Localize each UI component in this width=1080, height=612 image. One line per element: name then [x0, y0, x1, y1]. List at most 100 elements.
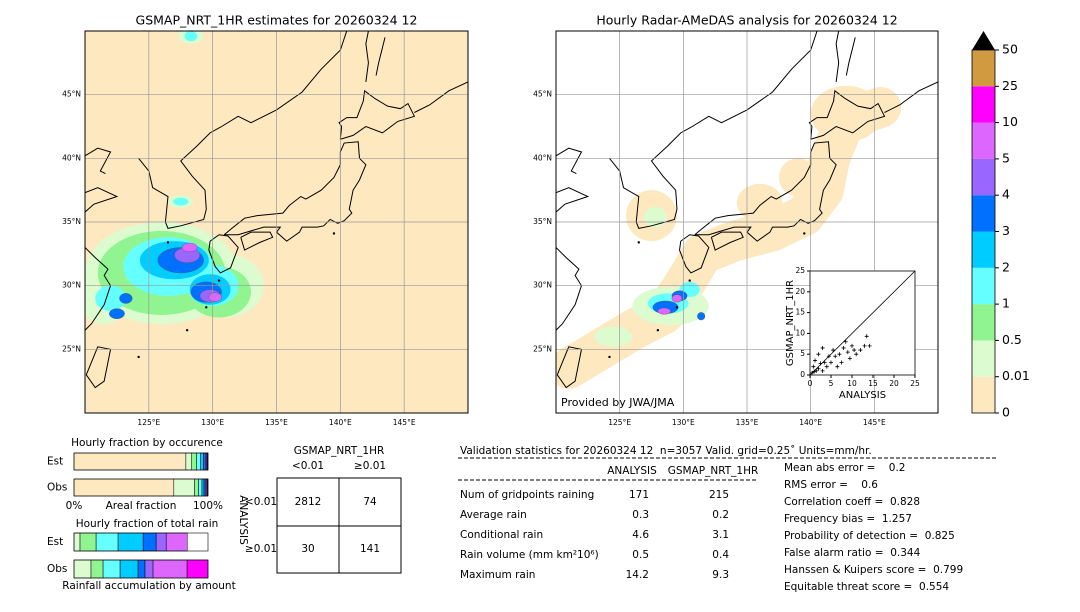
coastline: [85, 187, 119, 213]
colorbar-label: 0.5: [1002, 332, 1022, 347]
y-tick-label: 45°N: [533, 90, 552, 99]
row-frame: [73, 532, 209, 552]
colorbar-label: 5: [1002, 150, 1010, 165]
colorbar-segment: [972, 86, 995, 123]
x-tick-label: 135°E: [265, 418, 288, 427]
x-tick-label: 0: [808, 379, 813, 388]
y-tick-label: 20: [795, 287, 805, 296]
fraction-segment: [155, 532, 167, 552]
row-label: Conditional rain: [460, 529, 543, 541]
x-tick-label: 145°E: [863, 418, 886, 427]
island: [656, 329, 660, 332]
fraction-segment: [196, 452, 201, 471]
fraction-segment: [79, 532, 97, 552]
x-tick-label: 125°E: [608, 418, 631, 427]
credit: Provided by JWA/JMA: [561, 396, 675, 409]
colorbar-label: 3: [1002, 223, 1010, 238]
row-label: <0.01: [245, 496, 277, 508]
score: False alarm ratio = 0.344: [784, 547, 921, 559]
stat-value: 0.4: [712, 549, 729, 561]
y-tick-label: 5: [800, 349, 805, 358]
table-cell: 30: [301, 543, 314, 555]
stat-value: 0.3: [632, 509, 649, 521]
row-frame: [73, 559, 209, 579]
fraction-segment: [144, 559, 154, 579]
stats-header: Validation statistics for 20260324 12 n=…: [460, 445, 872, 457]
scatter-point: [829, 360, 833, 365]
y-tick-label: 35°N: [533, 217, 552, 226]
coastline: [138, 31, 348, 229]
stat-value: 4.6: [632, 529, 649, 541]
colorbar-label: 50: [1002, 42, 1018, 57]
y-tick-label: 30°N: [62, 281, 81, 290]
fraction-segment: [165, 532, 188, 552]
coastline: [556, 147, 583, 175]
column-label: GSMAP_NRT_1HR: [668, 465, 759, 477]
fraction-segment: [194, 478, 199, 497]
stat-value: 171: [629, 489, 649, 501]
x-tick-label: 25: [910, 379, 920, 388]
scatter-point: [867, 343, 872, 348]
colorbar-segment: [972, 158, 995, 196]
stat-value: 9.3: [712, 569, 729, 581]
island: [675, 306, 679, 309]
scatter-point: [858, 348, 863, 353]
rain-area: [671, 294, 683, 303]
table-cell: 141: [360, 543, 380, 555]
row-title: ANALYSIS: [237, 495, 249, 545]
row-frame: [73, 478, 209, 497]
score: Correlation coeff = 0.828: [784, 496, 920, 508]
colorbar-label: 25: [1002, 78, 1018, 93]
coastline: [85, 147, 112, 175]
coastline: [694, 141, 837, 242]
x-tick-label: 140°E: [329, 418, 352, 427]
island: [803, 232, 806, 235]
island: [217, 279, 221, 282]
column-label: ANALYSIS: [607, 465, 657, 477]
row-label: ≥0.01: [245, 543, 277, 555]
scatter-point: [831, 348, 836, 353]
score: Equitable threat score = 0.554: [784, 581, 949, 593]
rain-area: [109, 308, 125, 319]
x-tick-label: 100%: [193, 500, 223, 512]
fraction-segment: [102, 559, 121, 579]
y-tick-label: 25°N: [62, 344, 81, 353]
x-axis-label: ANALYSIS: [839, 390, 886, 401]
rain-area: [119, 293, 133, 304]
island: [185, 329, 189, 332]
colorbar-label: 2: [1002, 259, 1010, 274]
map-title: Hourly Radar-AMeDAS analysis for 2026032…: [596, 13, 897, 28]
rain-area: [173, 197, 189, 206]
table-title: GSMAP_NRT_1HR: [294, 445, 385, 457]
scatter-point: [841, 345, 846, 350]
colorbar-label: 4: [1002, 187, 1010, 202]
scatter-point: [816, 366, 821, 371]
fraction-segment: [137, 559, 146, 579]
column-label: <0.01: [292, 460, 324, 472]
coastline: [85, 346, 112, 389]
score: Mean abs error = 0.2: [784, 462, 905, 474]
x-tick-label: 135°E: [736, 418, 759, 427]
island: [137, 355, 140, 359]
rain-area: [184, 31, 198, 42]
map-title: GSMAP_NRT_1HR estimates for 20260324 12: [136, 13, 418, 28]
colorbar-segment: [972, 340, 995, 377]
scatter-point: [847, 356, 852, 361]
rain-area: [181, 242, 198, 253]
colorbar-segment: [972, 231, 995, 268]
fraction-segment: [73, 452, 187, 471]
scatter-point: [843, 339, 848, 344]
y-tick-label: 25: [795, 266, 805, 275]
rain-area: [594, 326, 633, 347]
island: [637, 241, 640, 244]
row-label: Average rain: [460, 509, 527, 521]
colorbar-label: 1: [1002, 296, 1010, 311]
coastline: [609, 31, 818, 229]
fraction-segment: [119, 559, 139, 579]
x-tick-label: 0%: [66, 500, 83, 512]
table-cell: 74: [363, 496, 377, 508]
stat-value: 215: [709, 489, 729, 501]
coastline: [884, 81, 938, 113]
scatter-point: [813, 358, 818, 363]
